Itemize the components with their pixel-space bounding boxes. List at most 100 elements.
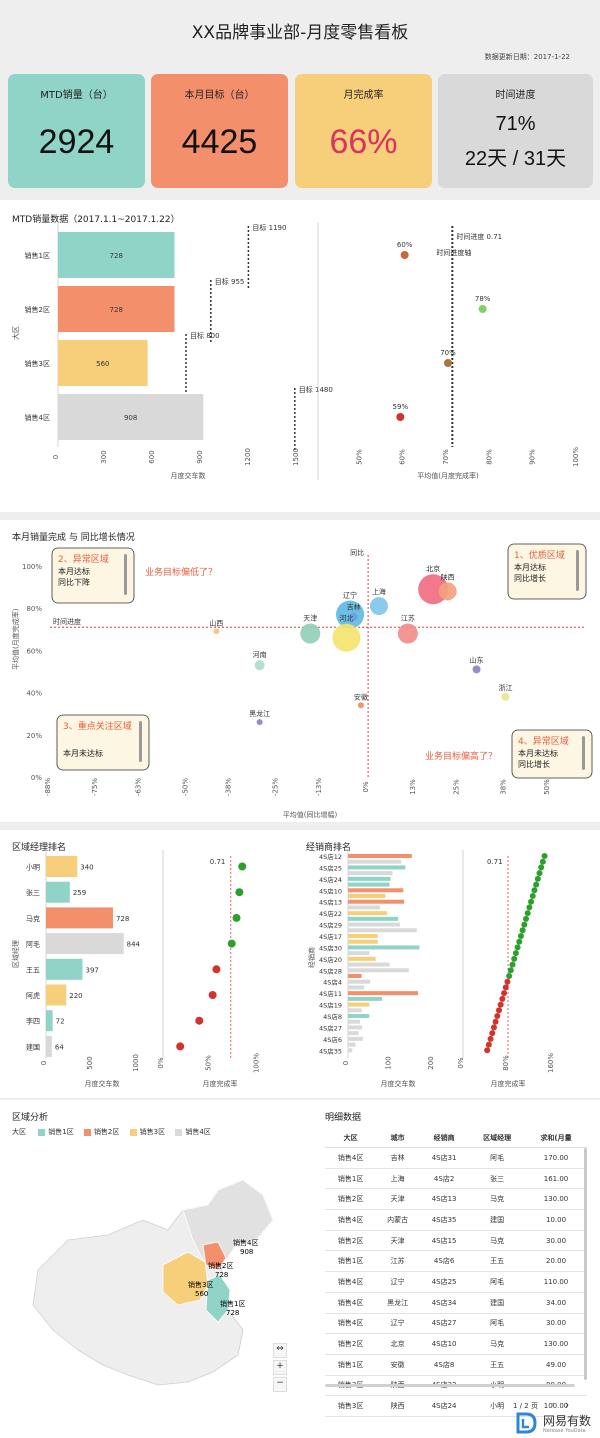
kpi-progress-value: 71% (495, 113, 536, 135)
table-row[interactable]: 销售4区 辽宁 4S店27 阿毛 30.00 (325, 1313, 587, 1335)
dealer-bar (348, 916, 399, 921)
map-zoom-in-button[interactable]: + (273, 1360, 287, 1375)
bubble-label: 上海 (372, 587, 386, 596)
bubble-xtick: 50% (543, 779, 551, 795)
table-row[interactable]: 销售1区 上海 4S店2 张三 161.00 (325, 1168, 587, 1190)
table-row[interactable]: 销售2区 北京 4S店10 马克 130.00 (325, 1333, 587, 1355)
table-row[interactable]: 销售1区 安徽 4S店8 王五 49.00 (325, 1354, 587, 1376)
table-row[interactable]: 销售2区 天津 4S店15 马克 30.00 (325, 1230, 587, 1252)
bubble-label: 黑龙江 (249, 709, 270, 718)
dealer-rate-dot (484, 1047, 491, 1054)
quad2-line: 同比下降 (58, 577, 90, 587)
rate-xlabel: 平均值(月度完成率) (417, 471, 479, 480)
table-row[interactable]: 销售2区 天津 4S店13 马克 130.00 (325, 1188, 587, 1211)
table-cell: 马克 (469, 1333, 526, 1355)
table-row[interactable]: 销售4区 黑龙江 4S店34 建国 34.00 (325, 1292, 587, 1314)
legend-r4[interactable]: 销售4区 (175, 1127, 211, 1137)
table-header-cell[interactable]: 大区 (325, 1128, 377, 1148)
table-cell: 销售4区 (325, 1209, 377, 1231)
map-section-title: 区域分析 (12, 1113, 49, 1123)
table-cell: 天津 (376, 1188, 420, 1211)
table-cell: 130.00 (525, 1188, 587, 1211)
dealer-rate-dot (499, 995, 506, 1002)
table-row[interactable]: 销售4区 吉林 4S店31 阿毛 170.00 (325, 1147, 587, 1169)
table-cell: 阿毛 (469, 1313, 526, 1335)
table-header-cell[interactable]: 城市 (376, 1128, 420, 1148)
table-scrollbar[interactable] (584, 1148, 587, 1380)
dealer-rate-ref-label: 0.71 (487, 858, 503, 866)
dealer-rate-dot (497, 1001, 504, 1008)
table-header-cell[interactable]: 求和(月量 (525, 1128, 587, 1148)
table-row[interactable]: 销售4区 辽宁 4S店25 阿毛 110.00 (325, 1271, 587, 1293)
map-reset-button[interactable]: ⇔ (273, 1343, 287, 1358)
logo-icon (516, 1412, 537, 1434)
pager-prev-button[interactable]: ‹ (550, 1398, 555, 1411)
table-cell: 天津 (376, 1230, 420, 1252)
dealer-bar (348, 996, 382, 1001)
rate-dot (396, 413, 405, 421)
mgr-cat-label: 王五 (26, 966, 40, 974)
table-cell: 销售1区 (325, 1168, 377, 1190)
dealer-rate-dot (501, 990, 508, 997)
dealer-rate-dot (538, 864, 545, 871)
table-cell: 建国 (469, 1292, 526, 1314)
bubble-ytick: 40% (26, 690, 42, 698)
map-label-r4: 销售4区 (233, 1238, 258, 1247)
mtd-target-label: 目标 955 (215, 277, 245, 286)
quad4-line: 同比增长 (518, 759, 550, 769)
mtd-target-label: 目标 1190 (252, 223, 286, 232)
table-cell: 销售1区 (325, 1250, 377, 1273)
kpi-rate-label: 月完成率 (343, 90, 384, 101)
mgr-bar-value: 259 (73, 889, 86, 897)
rate-dot-label: 70% (440, 349, 456, 357)
kpi-target-label: 本月目标（台） (184, 90, 255, 101)
mgr-rate-dot (195, 1016, 204, 1025)
dealer-section-title: 经销商排名 (306, 843, 352, 853)
table-cell: 小明 (469, 1395, 526, 1417)
dealer-ylabel: 经销商 (307, 947, 316, 968)
dealer-rate-dot (541, 853, 548, 859)
legend-r3[interactable]: 销售3区 (129, 1127, 165, 1137)
mgr-rate-dot (212, 965, 221, 974)
kpi-progress-days: 22天 / 31天 (464, 148, 567, 170)
dealer-bar (348, 882, 390, 887)
bubble-point (300, 623, 321, 644)
mtd-tick: 900 (196, 450, 204, 463)
table-cell: 110.00 (525, 1271, 587, 1293)
table-row[interactable]: 销售4区 内蒙古 4S店35 建国 10.00 (325, 1209, 587, 1231)
dealer-bar (348, 899, 405, 904)
mgr-cat-label: 阿毛 (26, 940, 40, 949)
quad3-line: 本月未达标 (63, 748, 103, 758)
mtd-target-label: 目标 800 (190, 331, 220, 340)
legend-r1[interactable]: 销售1区 (38, 1127, 74, 1137)
mgr-bar (46, 984, 67, 1006)
bubble-label: 浙江 (498, 683, 512, 692)
table-header-cell[interactable]: 区域经理 (469, 1128, 526, 1148)
dealer-cat-label: 4S店17 (319, 932, 342, 941)
dealer-rate-dot (512, 950, 519, 957)
table-header-row: 大区 城市 经销商 区域经理 求和(月量 (325, 1128, 587, 1148)
rate-dot (400, 251, 409, 259)
quad4-scroll (582, 736, 585, 770)
rate-tick: 70% (442, 449, 450, 465)
bubble-point (501, 692, 510, 701)
pager-next-button[interactable]: › (564, 1398, 570, 1411)
dealer-cat-label: 4S店20 (319, 955, 342, 964)
table-row[interactable]: 销售1区 江苏 4S店6 王五 20.00 (325, 1250, 587, 1273)
table-header-cell[interactable]: 经销商 (419, 1128, 470, 1148)
table-hscrollbar[interactable] (325, 1384, 575, 1387)
table-cell: 销售2区 (325, 1188, 377, 1211)
table-cell: 销售4区 (325, 1271, 377, 1293)
dealer-cat-label: 4S店6 (323, 1035, 342, 1044)
map-region-3 (162, 1251, 209, 1306)
legend-r2[interactable]: 销售2区 (83, 1127, 119, 1137)
table-cell: 4S店10 (419, 1333, 470, 1355)
dealer-rate-dot (514, 944, 521, 951)
table-row[interactable]: 销售3区 陕西 4S店24 小明 100.00 (325, 1395, 587, 1417)
china-map[interactable]: 销售4区 908 销售2区 728 销售3区 560 销售1区 728 (8, 1150, 308, 1400)
mtd-tick: 1200 (244, 448, 252, 466)
bubble-xtick: -75% (91, 778, 99, 796)
bubble-label: 河北 (339, 615, 353, 623)
table-cell: 4S店27 (419, 1313, 470, 1335)
map-zoom-out-button[interactable]: − (273, 1377, 287, 1392)
